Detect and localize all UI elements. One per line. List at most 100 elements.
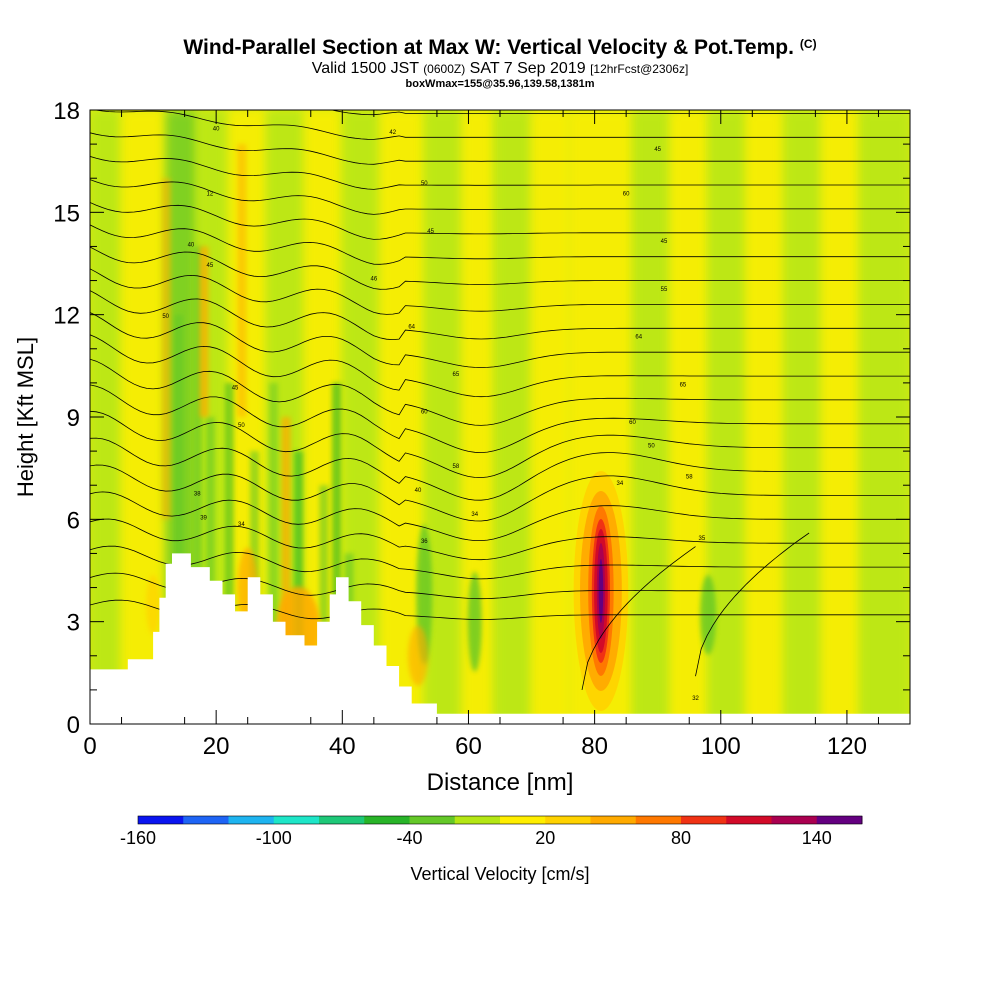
field-streak bbox=[224, 382, 234, 656]
y-tick-label: 12 bbox=[53, 303, 80, 330]
field-cell bbox=[467, 571, 482, 672]
theta-contours bbox=[90, 110, 910, 690]
theta-contour-label: 64 bbox=[635, 335, 642, 341]
theta-contour-label: 50 bbox=[648, 444, 655, 450]
colorbar-tick-label: 80 bbox=[671, 828, 691, 848]
theta-contour-line bbox=[90, 156, 910, 190]
theta-contour-label: 32 bbox=[692, 696, 699, 702]
field-streak bbox=[237, 144, 247, 417]
colorbar-swatch bbox=[816, 816, 863, 824]
theta-contour-label: 60 bbox=[623, 191, 630, 197]
colorbar-swatch bbox=[454, 816, 501, 824]
colorbar-swatch bbox=[409, 816, 456, 824]
theta-contour-line bbox=[90, 358, 910, 426]
x-axis: 0 20 40 60 80 100 120 bbox=[83, 110, 879, 760]
theta-contour-label: 12 bbox=[207, 191, 214, 197]
theta-contour-label: 45 bbox=[654, 147, 661, 153]
theta-contour-label: 65 bbox=[453, 372, 460, 378]
theta-contour-line bbox=[90, 410, 910, 479]
field-band bbox=[783, 110, 822, 724]
colorbar-swatch bbox=[319, 816, 365, 824]
field-cell bbox=[146, 574, 161, 635]
theta-contour-line bbox=[93, 110, 910, 140]
field-band bbox=[821, 110, 860, 724]
x-tick-label: 40 bbox=[329, 733, 356, 760]
y-tick-label: 0 bbox=[67, 712, 80, 739]
theta-contour-label: 40 bbox=[213, 126, 220, 132]
field-streak bbox=[268, 382, 278, 656]
colorbar-swatch bbox=[273, 816, 320, 824]
theta-contour-line bbox=[90, 384, 910, 454]
theta-contour-label: 40 bbox=[415, 488, 422, 494]
y-axis: 0 36 9 12 15 18 bbox=[53, 98, 910, 739]
theta-contour-label: 50 bbox=[162, 314, 169, 320]
field-streak bbox=[332, 382, 341, 690]
colorbar-swatch bbox=[364, 816, 410, 824]
y-tick-label: 15 bbox=[53, 200, 80, 227]
theta-contour-label: 65 bbox=[680, 382, 687, 388]
colorbar-tick-label: 140 bbox=[802, 828, 832, 848]
field-streak bbox=[161, 178, 171, 520]
box-info: boxWmax=155@35.96,139.58,1381m bbox=[405, 78, 595, 90]
theta-contour-line bbox=[695, 532, 810, 677]
chart-title: Wind-Parallel Section at Max W: Vertical… bbox=[0, 36, 1000, 60]
colorbar-label: Vertical Velocity [cm/s] bbox=[410, 864, 589, 884]
theta-contour-line bbox=[90, 464, 910, 522]
y-axis-label: Height [Kft MSL] bbox=[13, 337, 38, 497]
field-band bbox=[531, 110, 570, 724]
theta-contour-label: 36 bbox=[421, 539, 428, 545]
x-tick-label: 120 bbox=[827, 733, 867, 760]
theta-contour-line bbox=[90, 202, 910, 240]
x-tick-label: 0 bbox=[83, 733, 96, 760]
theta-contour-label: 34 bbox=[617, 481, 624, 487]
colorbar-tick-label: -100 bbox=[256, 828, 292, 848]
colorbar-swatch bbox=[771, 816, 818, 824]
x-tick-label: 80 bbox=[581, 733, 608, 760]
colorbar-swatch bbox=[183, 816, 229, 824]
theta-contour-label: 35 bbox=[699, 536, 706, 542]
forecast-info: [12hrFcst@2306z] bbox=[590, 62, 689, 76]
theta-contour-label: 45 bbox=[427, 229, 434, 235]
theta-contour-label: 60 bbox=[629, 420, 636, 426]
valid-time: Valid 1500 JST bbox=[311, 60, 419, 77]
colorbar-swatch bbox=[138, 816, 184, 824]
theta-contour-line bbox=[90, 572, 910, 600]
colorbar-swatch bbox=[228, 816, 275, 824]
colorbar-swatch bbox=[590, 816, 637, 824]
copyright-mark: (C) bbox=[799, 37, 817, 51]
field-band bbox=[493, 110, 532, 724]
valid-date: SAT 7 Sep 2019 bbox=[469, 60, 586, 77]
theta-contour-line bbox=[90, 290, 910, 341]
y-tick-label: 6 bbox=[67, 507, 80, 534]
field-band bbox=[632, 110, 671, 724]
plot-area: 40 42 45 50 60 12 45 45 40 45 46 55 50 64 64 65 65 45 60 60… bbox=[90, 110, 910, 724]
theta-contour-line bbox=[90, 437, 910, 501]
chart-subtitle: Valid 1500 JST (0600Z) SAT 7 Sep 2019 [1… bbox=[0, 60, 1000, 78]
chart-title-text: Wind-Parallel Section at Max W: Vertical… bbox=[183, 36, 794, 59]
colorbar-swatch bbox=[545, 816, 591, 824]
theta-contour-label: 46 bbox=[371, 277, 378, 283]
terrain bbox=[90, 553, 910, 724]
field-streak bbox=[205, 417, 215, 690]
x-axis-label: Distance [nm] bbox=[427, 769, 574, 796]
field-streak bbox=[174, 314, 184, 724]
theta-contour-line bbox=[90, 224, 910, 265]
y-tick-label: 9 bbox=[67, 405, 80, 432]
field-cell bbox=[408, 625, 428, 686]
theta-contour-label: 39 bbox=[200, 515, 207, 521]
theta-contour-label: 34 bbox=[471, 512, 478, 518]
theta-contour-label: 50 bbox=[238, 423, 245, 429]
y-tick-label: 18 bbox=[53, 98, 80, 125]
theta-contour-label: 58 bbox=[686, 474, 693, 480]
colorbar-swatch bbox=[500, 816, 546, 824]
colorbar-swatch bbox=[726, 816, 772, 824]
colorbar-tick-label: -160 bbox=[120, 828, 156, 848]
theta-contour-label: 38 bbox=[194, 491, 201, 497]
field-streak bbox=[294, 451, 304, 690]
theta-contour-line bbox=[90, 132, 910, 165]
theta-contour-label: 55 bbox=[661, 287, 668, 293]
theta-contour-label: 45 bbox=[207, 263, 214, 269]
field-streak bbox=[281, 417, 291, 690]
colorbar-tick-label: 20 bbox=[535, 828, 555, 848]
theta-contour-label: 58 bbox=[453, 464, 460, 470]
